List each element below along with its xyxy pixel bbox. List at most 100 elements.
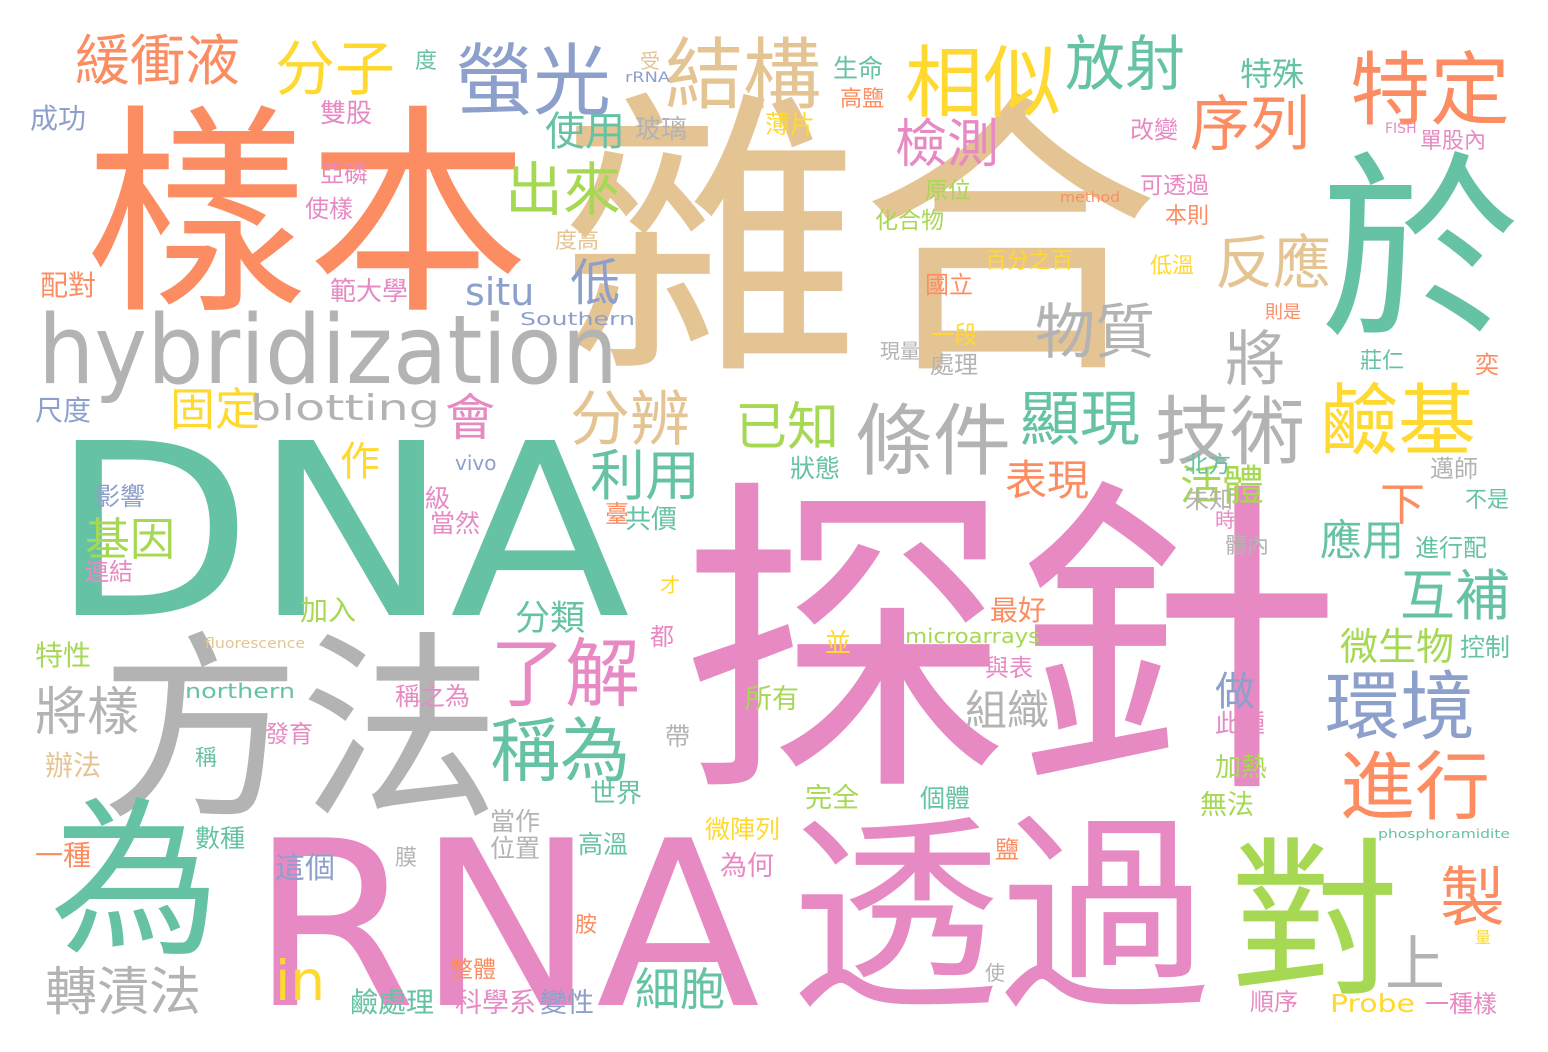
- word: 一種: [35, 839, 91, 872]
- word: 進行: [1340, 743, 1490, 831]
- word: fluorescence: [205, 636, 305, 652]
- word: method: [1060, 190, 1120, 206]
- word: 控制: [1460, 633, 1510, 662]
- word: 固定: [170, 383, 260, 436]
- word: 變性: [540, 988, 594, 1019]
- word: 會: [445, 389, 495, 447]
- word: 完全: [805, 783, 859, 814]
- word: 時: [1215, 508, 1235, 532]
- word: 並: [825, 629, 851, 659]
- word: 方法: [100, 615, 500, 848]
- word: 將: [1225, 325, 1285, 395]
- word: 配對: [40, 269, 96, 302]
- word: 緩衝液: [75, 29, 240, 93]
- word: 將樣: [35, 683, 139, 743]
- word: 微生物: [1340, 625, 1454, 669]
- word: 本則: [1165, 204, 1209, 229]
- word: FISH: [1385, 121, 1417, 137]
- word: 使: [985, 961, 1005, 985]
- word: 稱: [195, 746, 217, 771]
- word: 下: [1380, 478, 1425, 531]
- word: 數種: [195, 824, 245, 853]
- word: 奕: [1475, 351, 1499, 379]
- word: 辦法: [45, 749, 101, 782]
- word: 無法: [1200, 790, 1254, 821]
- word: 雙股: [320, 99, 372, 129]
- word: 放射: [1065, 30, 1185, 100]
- word: 鹼處理: [350, 986, 434, 1019]
- word: 位置: [490, 834, 540, 863]
- word: 當作: [490, 807, 540, 836]
- word: 透過: [790, 795, 1210, 1040]
- word: 組織: [965, 686, 1049, 735]
- word: 做: [1215, 669, 1255, 715]
- word: 為何: [720, 851, 774, 882]
- word: 加熱: [1215, 753, 1267, 783]
- word: 反應: [1215, 229, 1331, 297]
- word: 作: [340, 439, 380, 485]
- word: 級: [425, 484, 450, 513]
- word: 高鹽: [840, 87, 884, 112]
- word: 帶: [665, 722, 690, 751]
- word: 都: [650, 623, 674, 651]
- word: 螢光: [455, 37, 611, 127]
- word: 條件: [855, 397, 1011, 487]
- word: 對: [1230, 823, 1400, 1021]
- word: 特性: [35, 639, 91, 672]
- word: 國立: [925, 271, 973, 299]
- word: 微陣列: [705, 815, 780, 844]
- word: RNA: [250, 793, 760, 1052]
- word: 為: [50, 783, 220, 981]
- word: 稱為: [490, 710, 630, 792]
- word: 物質: [1035, 298, 1155, 368]
- word: 分辨: [570, 385, 690, 455]
- word: 出來: [505, 156, 621, 224]
- word: hybridization: [38, 296, 618, 406]
- word: 活體: [1180, 461, 1264, 510]
- word: 最好: [990, 594, 1046, 627]
- word: 胺: [575, 913, 597, 938]
- word: 不是: [1465, 488, 1509, 513]
- word: situ: [465, 270, 534, 314]
- word: 度高: [555, 229, 599, 254]
- word: 量: [1475, 928, 1491, 947]
- word: Probe: [1330, 989, 1415, 1018]
- word: vivo: [455, 451, 496, 475]
- word: 北方: [1185, 452, 1231, 478]
- word: 環境: [1325, 663, 1475, 751]
- word: 轉漬法: [45, 963, 201, 1023]
- word: 基因: [85, 513, 175, 566]
- word: 顯現: [1020, 385, 1140, 455]
- word: 加入: [300, 594, 356, 627]
- word: 當然: [430, 509, 480, 538]
- word: 利用: [590, 444, 700, 508]
- word: 成功: [30, 102, 86, 135]
- word: 化合物: [875, 208, 944, 234]
- word: 細胞: [635, 963, 725, 1016]
- word: 技術: [1155, 388, 1305, 476]
- word: 發育: [265, 720, 313, 748]
- word: 則是: [1265, 302, 1301, 323]
- word: 尺度: [35, 394, 91, 427]
- word: 個體: [920, 784, 970, 813]
- word: 改變: [1130, 116, 1178, 144]
- word: 表現: [1005, 456, 1089, 505]
- word: 樣本: [85, 87, 529, 345]
- word: 邁師: [1430, 455, 1478, 483]
- word: 百分之百: [985, 249, 1073, 274]
- word: 順序: [1250, 988, 1298, 1016]
- word: in: [275, 949, 325, 1013]
- word: 體內: [1225, 534, 1269, 559]
- word: 序列: [1190, 90, 1310, 160]
- word: 使用: [545, 109, 625, 155]
- word: 單股內: [1420, 129, 1486, 154]
- word: 受: [640, 49, 660, 73]
- word: 低: [570, 254, 620, 312]
- word: 雜合: [560, 67, 1160, 416]
- word: 相似: [905, 39, 1061, 129]
- word: 所有: [745, 684, 799, 715]
- word: blotting: [250, 388, 440, 429]
- word: 進行配: [1415, 534, 1487, 562]
